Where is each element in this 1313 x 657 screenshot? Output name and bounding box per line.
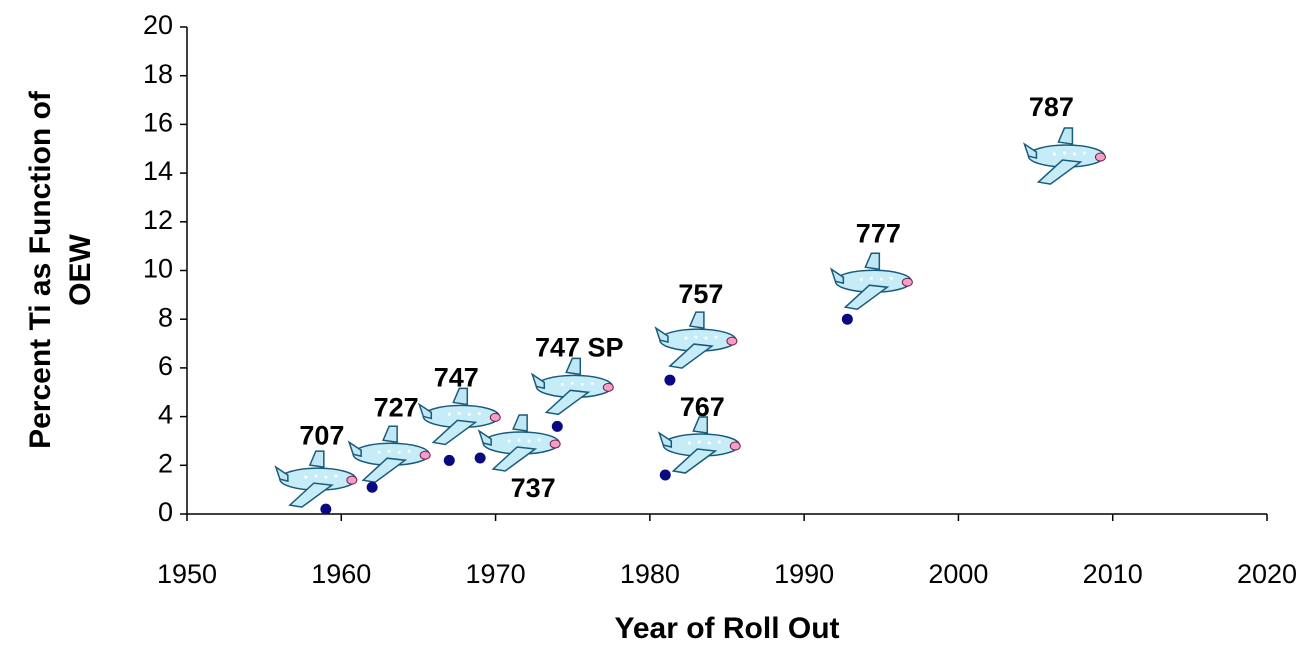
x-tick-label: 1970 — [466, 559, 526, 589]
x-tick-label: 1980 — [620, 559, 680, 589]
y-tick-label: 20 — [143, 10, 173, 40]
x-tick-label: 2010 — [1083, 559, 1143, 589]
x-tick-label: 1950 — [157, 559, 217, 589]
data-point — [660, 470, 671, 481]
y-tick-label: 10 — [143, 254, 173, 284]
x-tick-label: 1960 — [311, 559, 371, 589]
point-label: 777 — [856, 218, 901, 248]
y-axis-label: OEW — [64, 233, 97, 305]
y-tick-label: 6 — [158, 351, 173, 381]
chart: Year of Roll Out Percent Ti as Function … — [0, 0, 1313, 652]
x-axis-label: Year of Roll Out — [614, 612, 839, 645]
plane-icon — [532, 358, 613, 414]
plane-icon — [659, 417, 740, 473]
y-tick-label: 0 — [158, 497, 173, 527]
data-point — [367, 482, 378, 493]
point-label: 757 — [678, 279, 723, 309]
y-tick-label: 12 — [143, 205, 173, 235]
plane-icon — [656, 312, 737, 368]
point-label: 727 — [374, 392, 419, 422]
y-tick-label: 16 — [143, 108, 173, 138]
x-tick-label: 1990 — [774, 559, 834, 589]
y-tick-label: 14 — [143, 156, 173, 186]
y-tick-label: 8 — [158, 302, 173, 332]
plane-icon — [419, 388, 500, 444]
point-label: 707 — [299, 420, 344, 450]
plane-icon — [1024, 128, 1105, 184]
data-point — [842, 314, 853, 325]
y-tick-label: 18 — [143, 59, 173, 89]
data-point — [320, 504, 331, 515]
data-point — [552, 421, 563, 432]
x-tick-label: 2020 — [1237, 559, 1297, 589]
y-axis-label: Percent Ti as Function of — [24, 90, 57, 449]
data-point — [664, 375, 675, 386]
plane-icon — [276, 451, 357, 507]
y-tick-label: 2 — [158, 448, 173, 478]
point-label: 747 — [434, 363, 479, 393]
plane-icon — [349, 426, 430, 482]
point-label: 737 — [511, 473, 556, 503]
data-point — [475, 452, 486, 463]
point-label: 747 SP — [535, 332, 624, 362]
point-label: 787 — [1029, 92, 1074, 122]
plane-icon — [831, 253, 912, 309]
point-label: 767 — [680, 392, 725, 422]
y-tick-label: 4 — [158, 400, 173, 430]
x-tick-label: 2000 — [928, 559, 988, 589]
data-point — [444, 455, 455, 466]
